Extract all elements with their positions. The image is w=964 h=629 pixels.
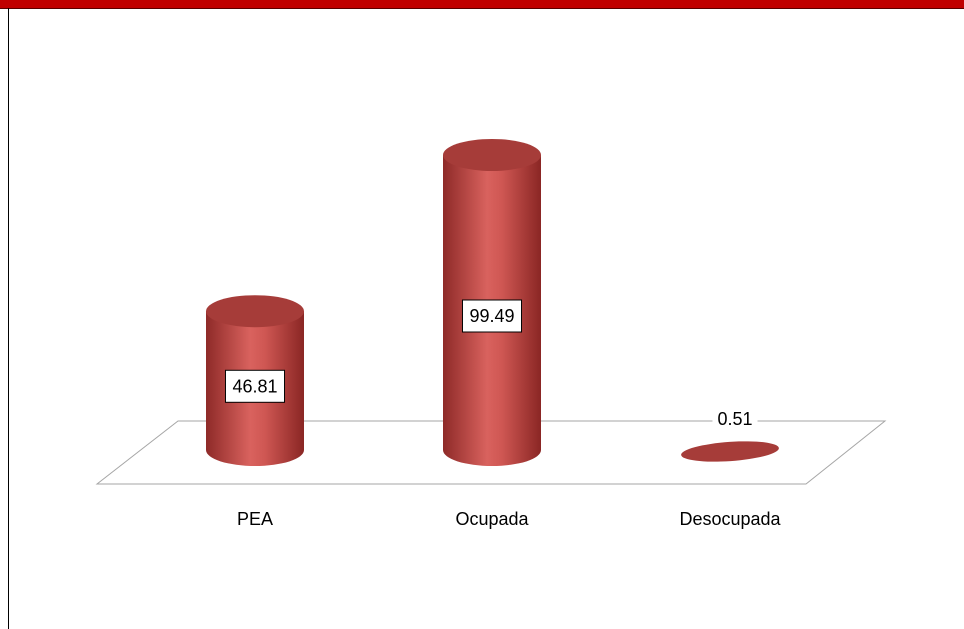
x-tick-label: Ocupada — [455, 509, 529, 529]
data-label: 0.51 — [717, 409, 752, 429]
data-label-box — [712, 404, 758, 433]
x-tick-label: PEA — [237, 509, 273, 529]
bar — [681, 441, 779, 462]
header-bar — [0, 0, 964, 8]
floor — [95, 420, 887, 485]
data-label: 46.81 — [232, 376, 277, 396]
data-label-box — [224, 369, 286, 403]
x-tick-label: Desocupada — [679, 509, 781, 529]
bar-top — [206, 295, 304, 328]
bar-top — [443, 139, 541, 171]
data-label-box — [461, 299, 523, 333]
data-label: 99.49 — [469, 306, 514, 326]
